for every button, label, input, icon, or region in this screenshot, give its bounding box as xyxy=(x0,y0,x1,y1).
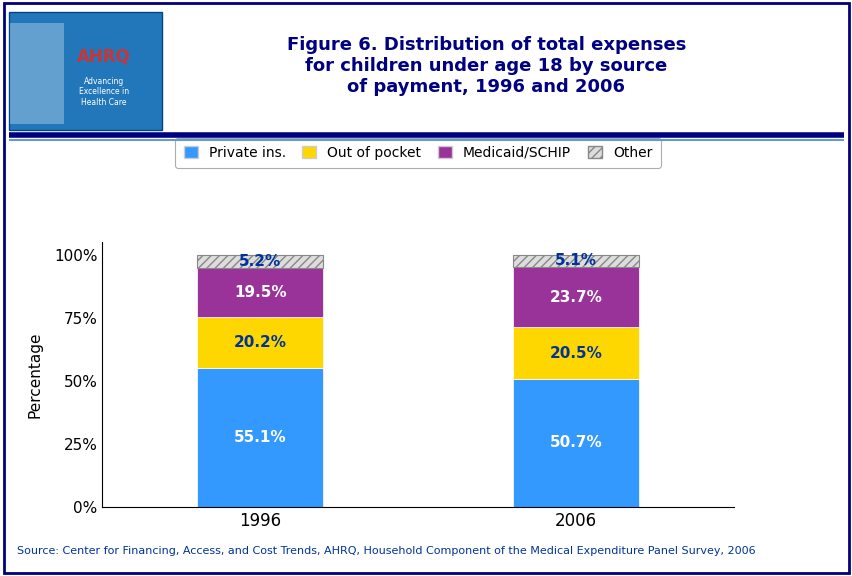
Bar xyxy=(197,255,323,268)
Text: 5.2%: 5.2% xyxy=(239,253,281,268)
Bar xyxy=(197,368,323,507)
Text: 5.1%: 5.1% xyxy=(554,253,596,268)
Y-axis label: Percentage: Percentage xyxy=(28,331,43,418)
Bar xyxy=(512,327,638,379)
Text: Source: Center for Financing, Access, and Cost Trends, AHRQ, Household Component: Source: Center for Financing, Access, an… xyxy=(17,546,755,556)
Text: 20.5%: 20.5% xyxy=(549,346,602,361)
Legend: Private ins., Out of pocket, Medicaid/SCHIP, Other: Private ins., Out of pocket, Medicaid/SC… xyxy=(176,138,659,168)
Text: 20.2%: 20.2% xyxy=(233,335,286,350)
Bar xyxy=(512,267,638,327)
Bar xyxy=(197,317,323,368)
Bar xyxy=(197,268,323,317)
Text: 23.7%: 23.7% xyxy=(549,290,602,305)
Bar xyxy=(512,379,638,507)
Text: AHRQ: AHRQ xyxy=(77,47,130,66)
Bar xyxy=(512,255,638,267)
Text: Figure 6. Distribution of total expenses
for children under age 18 by source
of : Figure 6. Distribution of total expenses… xyxy=(286,36,685,96)
Text: 19.5%: 19.5% xyxy=(233,285,286,300)
Text: 50.7%: 50.7% xyxy=(549,435,602,450)
Text: Advancing
Excellence in
Health Care: Advancing Excellence in Health Care xyxy=(78,77,129,107)
Text: 55.1%: 55.1% xyxy=(233,430,286,445)
